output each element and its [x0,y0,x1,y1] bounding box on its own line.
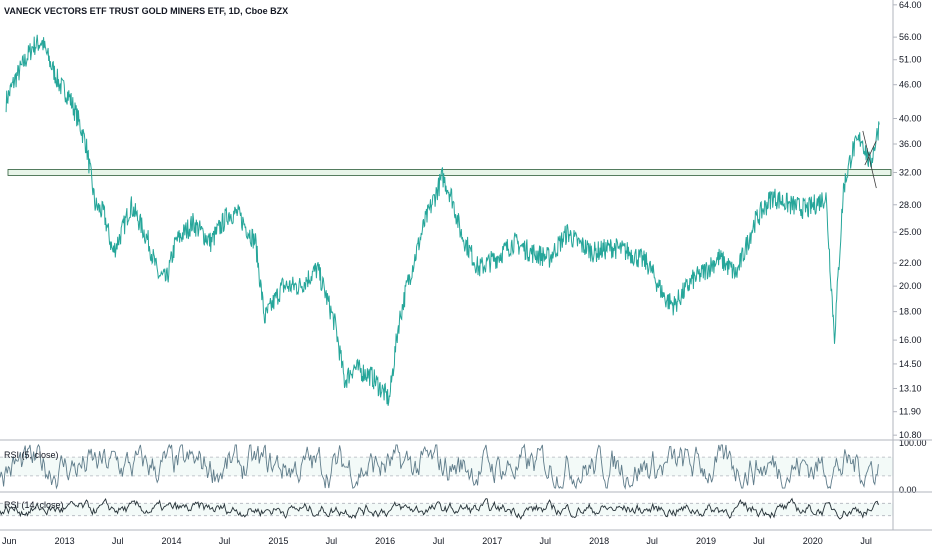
time-tick-label: 2016 [375,536,395,546]
time-tick-label: Jul [540,536,552,546]
flag-pattern-lines [862,130,877,189]
price-tick-label: 25.00 [899,227,922,237]
time-tick-label: Jun [2,536,17,546]
price-tick-label: 22.00 [899,258,922,268]
time-tick-label: Jul [646,536,658,546]
resistance-band [7,169,892,176]
time-tick-label: Jul [112,536,124,546]
price-tick-label: 16.00 [899,335,922,345]
rsi5-line [0,443,879,490]
price-tick-label: 32.00 [899,167,922,177]
time-tick-label: Jul [860,536,872,546]
time-tick-label: 2013 [55,536,75,546]
rsi14-line [0,497,879,520]
price-tick-label: 13.10 [899,383,922,393]
time-tick-label: 2020 [803,536,823,546]
price-tick-label: 40.00 [899,114,922,124]
price-tick-label: 20.00 [899,281,922,291]
price-tick-label: 51.00 [899,55,922,65]
rsi14-label: RSI (14, close) [4,500,64,510]
price-tick-label: 10.80 [899,430,922,440]
rsi5-tick-label: 100.00 [899,438,927,448]
price-tick-label: 46.00 [899,80,922,90]
price-tick-label: 11.90 [899,407,921,417]
time-tick-label: 2014 [162,536,182,546]
time-tick-label: 2018 [589,536,609,546]
time-tick-label: Jul [753,536,765,546]
rsi5-tick-label: 0.00 [899,485,917,495]
time-tick-label: Jul [219,536,231,546]
price-tick-label: 28.00 [899,200,922,210]
price-tick-label: 36.00 [899,139,922,149]
time-tick-label: 2015 [268,536,288,546]
price-series-line [5,34,880,406]
price-tick-label: 14.50 [899,359,922,369]
time-tick-label: Jul [326,536,338,546]
price-tick-label: 64.00 [899,0,922,10]
chart-title: VANECK VECTORS ETF TRUST GOLD MINERS ETF… [4,6,288,16]
price-tick-label: 56.00 [899,32,922,42]
time-tick-label: 2017 [482,536,502,546]
time-tick-label: 2019 [696,536,716,546]
price-tick-label: 18.00 [899,307,922,317]
time-tick-label: Jul [433,536,445,546]
rsi5-label: RSI (5, close) [4,450,59,460]
